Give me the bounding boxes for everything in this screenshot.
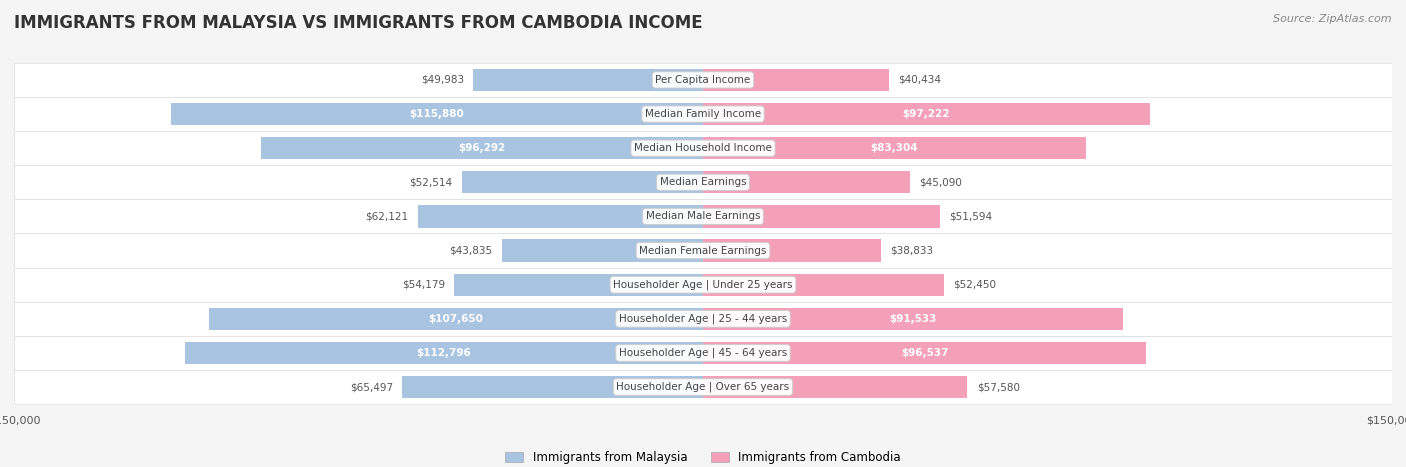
- Bar: [703, 137, 1085, 159]
- Bar: [14, 234, 1392, 268]
- Bar: [402, 376, 703, 398]
- Bar: [14, 268, 1392, 302]
- Bar: [260, 137, 703, 159]
- Bar: [14, 97, 1392, 131]
- Text: $45,090: $45,090: [920, 177, 962, 187]
- Bar: [14, 302, 1392, 336]
- Text: $52,514: $52,514: [409, 177, 453, 187]
- Text: $38,833: $38,833: [890, 246, 934, 255]
- Text: $43,835: $43,835: [450, 246, 492, 255]
- Bar: [14, 370, 1392, 404]
- Bar: [703, 342, 1146, 364]
- Bar: [474, 69, 703, 91]
- Text: Median Earnings: Median Earnings: [659, 177, 747, 187]
- Text: Per Capita Income: Per Capita Income: [655, 75, 751, 85]
- Bar: [14, 199, 1392, 234]
- Bar: [703, 171, 910, 193]
- Text: $51,594: $51,594: [949, 212, 993, 221]
- Bar: [703, 308, 1123, 330]
- Text: $40,434: $40,434: [898, 75, 941, 85]
- Bar: [703, 240, 882, 262]
- Text: $96,292: $96,292: [458, 143, 506, 153]
- Bar: [208, 308, 703, 330]
- Text: Householder Age | 45 - 64 years: Householder Age | 45 - 64 years: [619, 348, 787, 358]
- Bar: [703, 376, 967, 398]
- Text: $107,650: $107,650: [429, 314, 484, 324]
- Bar: [703, 205, 941, 227]
- Text: $96,537: $96,537: [901, 348, 949, 358]
- Text: Median Family Income: Median Family Income: [645, 109, 761, 119]
- Bar: [454, 274, 703, 296]
- Text: $52,450: $52,450: [953, 280, 995, 290]
- Bar: [14, 165, 1392, 199]
- Text: Median Household Income: Median Household Income: [634, 143, 772, 153]
- Bar: [170, 103, 703, 125]
- Bar: [186, 342, 703, 364]
- Text: $54,179: $54,179: [402, 280, 444, 290]
- Text: $83,304: $83,304: [870, 143, 918, 153]
- Bar: [703, 69, 889, 91]
- Text: $57,580: $57,580: [977, 382, 1019, 392]
- Bar: [418, 205, 703, 227]
- Text: Householder Age | Over 65 years: Householder Age | Over 65 years: [616, 382, 790, 392]
- Text: Householder Age | Under 25 years: Householder Age | Under 25 years: [613, 279, 793, 290]
- Text: Source: ZipAtlas.com: Source: ZipAtlas.com: [1274, 14, 1392, 24]
- Text: $97,222: $97,222: [903, 109, 950, 119]
- Text: Median Female Earnings: Median Female Earnings: [640, 246, 766, 255]
- Bar: [14, 131, 1392, 165]
- Bar: [703, 103, 1150, 125]
- Text: Householder Age | 25 - 44 years: Householder Age | 25 - 44 years: [619, 313, 787, 324]
- Text: $49,983: $49,983: [422, 75, 464, 85]
- Bar: [461, 171, 703, 193]
- Bar: [14, 336, 1392, 370]
- Bar: [502, 240, 703, 262]
- Text: $91,533: $91,533: [890, 314, 936, 324]
- Text: IMMIGRANTS FROM MALAYSIA VS IMMIGRANTS FROM CAMBODIA INCOME: IMMIGRANTS FROM MALAYSIA VS IMMIGRANTS F…: [14, 14, 703, 32]
- Legend: Immigrants from Malaysia, Immigrants from Cambodia: Immigrants from Malaysia, Immigrants fro…: [501, 446, 905, 467]
- Bar: [703, 274, 943, 296]
- Text: $62,121: $62,121: [366, 212, 409, 221]
- Bar: [14, 63, 1392, 97]
- Text: $65,497: $65,497: [350, 382, 394, 392]
- Text: $112,796: $112,796: [416, 348, 471, 358]
- Text: Median Male Earnings: Median Male Earnings: [645, 212, 761, 221]
- Text: $115,880: $115,880: [409, 109, 464, 119]
